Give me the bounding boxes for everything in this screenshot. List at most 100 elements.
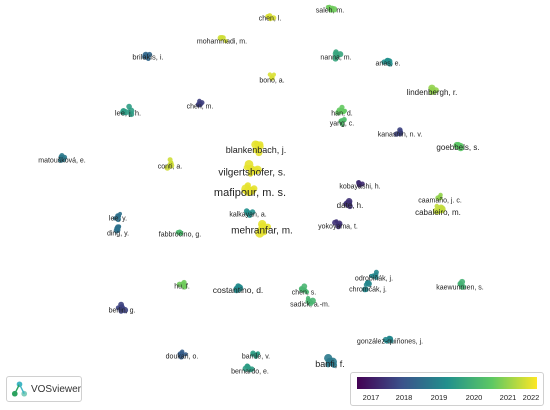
node-bubble[interactable]	[254, 140, 261, 147]
node-bubble[interactable]	[146, 56, 151, 61]
node-bubble[interactable]	[388, 336, 393, 341]
node-label[interactable]: anas, e.	[376, 60, 401, 67]
node-bubble[interactable]	[397, 127, 403, 133]
node-bubble[interactable]	[269, 75, 275, 81]
node-bubble[interactable]	[345, 200, 351, 206]
node-label[interactable]: nanna, m.	[320, 54, 351, 61]
node-label[interactable]: date, h.	[337, 201, 364, 210]
node-bubble[interactable]	[117, 224, 122, 229]
node-label[interactable]: bono, a.	[259, 77, 284, 84]
node-bubble[interactable]	[180, 349, 185, 354]
node-label[interactable]: fabbrocino, g.	[159, 231, 201, 238]
node-bubble[interactable]	[181, 279, 187, 286]
node-bubble[interactable]	[219, 36, 224, 41]
node-bubble[interactable]	[364, 280, 369, 285]
node-bubble[interactable]	[335, 109, 342, 116]
node-bubble[interactable]	[308, 300, 314, 306]
node-bubble[interactable]	[244, 209, 252, 217]
node-bubble[interactable]	[255, 149, 263, 157]
node-label[interactable]: han, d.	[331, 110, 352, 117]
node-label[interactable]: doukari, o.	[166, 353, 199, 360]
node-label[interactable]: vilgertshofer, s.	[218, 168, 285, 179]
node-bubble[interactable]	[334, 219, 339, 224]
node-label[interactable]: mafipour, m. s.	[214, 187, 286, 199]
node-bubble[interactable]	[164, 164, 171, 171]
node-label[interactable]: chen, s.	[292, 289, 317, 296]
node-label[interactable]: saleh, m.	[316, 7, 344, 14]
node-bubble[interactable]	[386, 60, 393, 67]
node-bubble[interactable]	[339, 104, 345, 110]
node-bubble[interactable]	[253, 165, 262, 174]
node-label[interactable]: kanashin, n. v.	[378, 131, 423, 138]
node-bubble[interactable]	[326, 359, 333, 366]
node-label[interactable]: barrile, v.	[242, 353, 270, 360]
node-bubble[interactable]	[223, 38, 228, 44]
node-bubble[interactable]	[244, 363, 250, 369]
node-label[interactable]: cabaleiro, m.	[415, 208, 461, 217]
node-label[interactable]: lee, j. h.	[115, 109, 141, 118]
node-label[interactable]: chen, m.	[187, 103, 214, 110]
node-bubble[interactable]	[382, 336, 389, 343]
node-label[interactable]: bernardo, e.	[231, 368, 269, 375]
node-bubble[interactable]	[356, 180, 361, 185]
node-label[interactable]: conti, a.	[158, 163, 183, 170]
node-label[interactable]: yang, c.	[330, 120, 355, 127]
node-bubble[interactable]	[127, 107, 135, 115]
node-label[interactable]: gonzález-quiñones, j.	[357, 338, 423, 345]
node-bubble[interactable]	[264, 223, 271, 230]
node-label[interactable]: caamaño, j. c.	[418, 197, 462, 204]
node-label[interactable]: yokoyama, t.	[318, 223, 358, 230]
node-bubble[interactable]	[342, 108, 348, 113]
node-bubble[interactable]	[178, 230, 183, 235]
node-bubble[interactable]	[359, 181, 365, 187]
node-label[interactable]: sadick, a.-m.	[290, 301, 330, 308]
node-label[interactable]: mohammadi, m.	[197, 38, 247, 45]
node-bubble[interactable]	[331, 362, 338, 368]
node-label[interactable]: kalkayan, a.	[229, 211, 266, 218]
node-label[interactable]: blankenbach, j.	[226, 145, 287, 155]
node-bubble[interactable]	[435, 195, 441, 201]
node-bubble[interactable]	[304, 289, 310, 295]
node-bubble[interactable]	[341, 117, 347, 122]
node-bubble[interactable]	[234, 284, 243, 292]
node-bubble[interactable]	[267, 13, 273, 19]
node-bubble[interactable]	[243, 186, 253, 196]
node-label[interactable]: banfi, f.	[315, 359, 345, 369]
node-bubble[interactable]	[116, 214, 121, 218]
node-bubble[interactable]	[428, 84, 436, 92]
node-bubble[interactable]	[432, 207, 440, 215]
node-label[interactable]: lee, y.	[109, 215, 127, 222]
node-label[interactable]: goebbels, s.	[436, 143, 479, 152]
node-bubble[interactable]	[247, 170, 254, 177]
node-bubble[interactable]	[271, 72, 276, 77]
node-bubble[interactable]	[250, 352, 255, 357]
node-bubble[interactable]	[361, 286, 368, 293]
node-bubble[interactable]	[121, 306, 129, 314]
node-label[interactable]: ding, y.	[107, 230, 129, 237]
node-bubble[interactable]	[371, 273, 376, 279]
node-label[interactable]: lindenbergh, r.	[407, 88, 458, 97]
node-label[interactable]: mehranfar, m.	[231, 226, 293, 237]
node-label[interactable]: kaewunruen, s.	[436, 284, 484, 291]
node-bubble[interactable]	[199, 100, 205, 106]
node-label[interactable]: berlin, g.	[109, 307, 136, 314]
node-bubble[interactable]	[255, 351, 261, 356]
node-bubble[interactable]	[459, 278, 466, 285]
node-label[interactable]: costantino, d.	[213, 285, 264, 295]
node-label[interactable]: chen, l.	[259, 15, 282, 22]
node-label[interactable]: hu, f.	[174, 283, 190, 290]
node-label[interactable]: odrobiňák, j.	[355, 275, 393, 282]
node-bubble[interactable]	[268, 17, 273, 22]
node-bubble[interactable]	[122, 109, 129, 116]
node-bubble[interactable]	[453, 141, 460, 149]
node-label[interactable]: brilakis, i.	[132, 53, 163, 62]
node-bubble[interactable]	[183, 352, 188, 357]
node-bubble[interactable]	[247, 164, 254, 172]
node-bubble[interactable]	[301, 283, 308, 290]
node-label[interactable]: kobayashi, h.	[339, 183, 380, 190]
node-bubble[interactable]	[329, 5, 335, 10]
node-bubble[interactable]	[58, 154, 63, 159]
node-bubble[interactable]	[340, 122, 345, 127]
